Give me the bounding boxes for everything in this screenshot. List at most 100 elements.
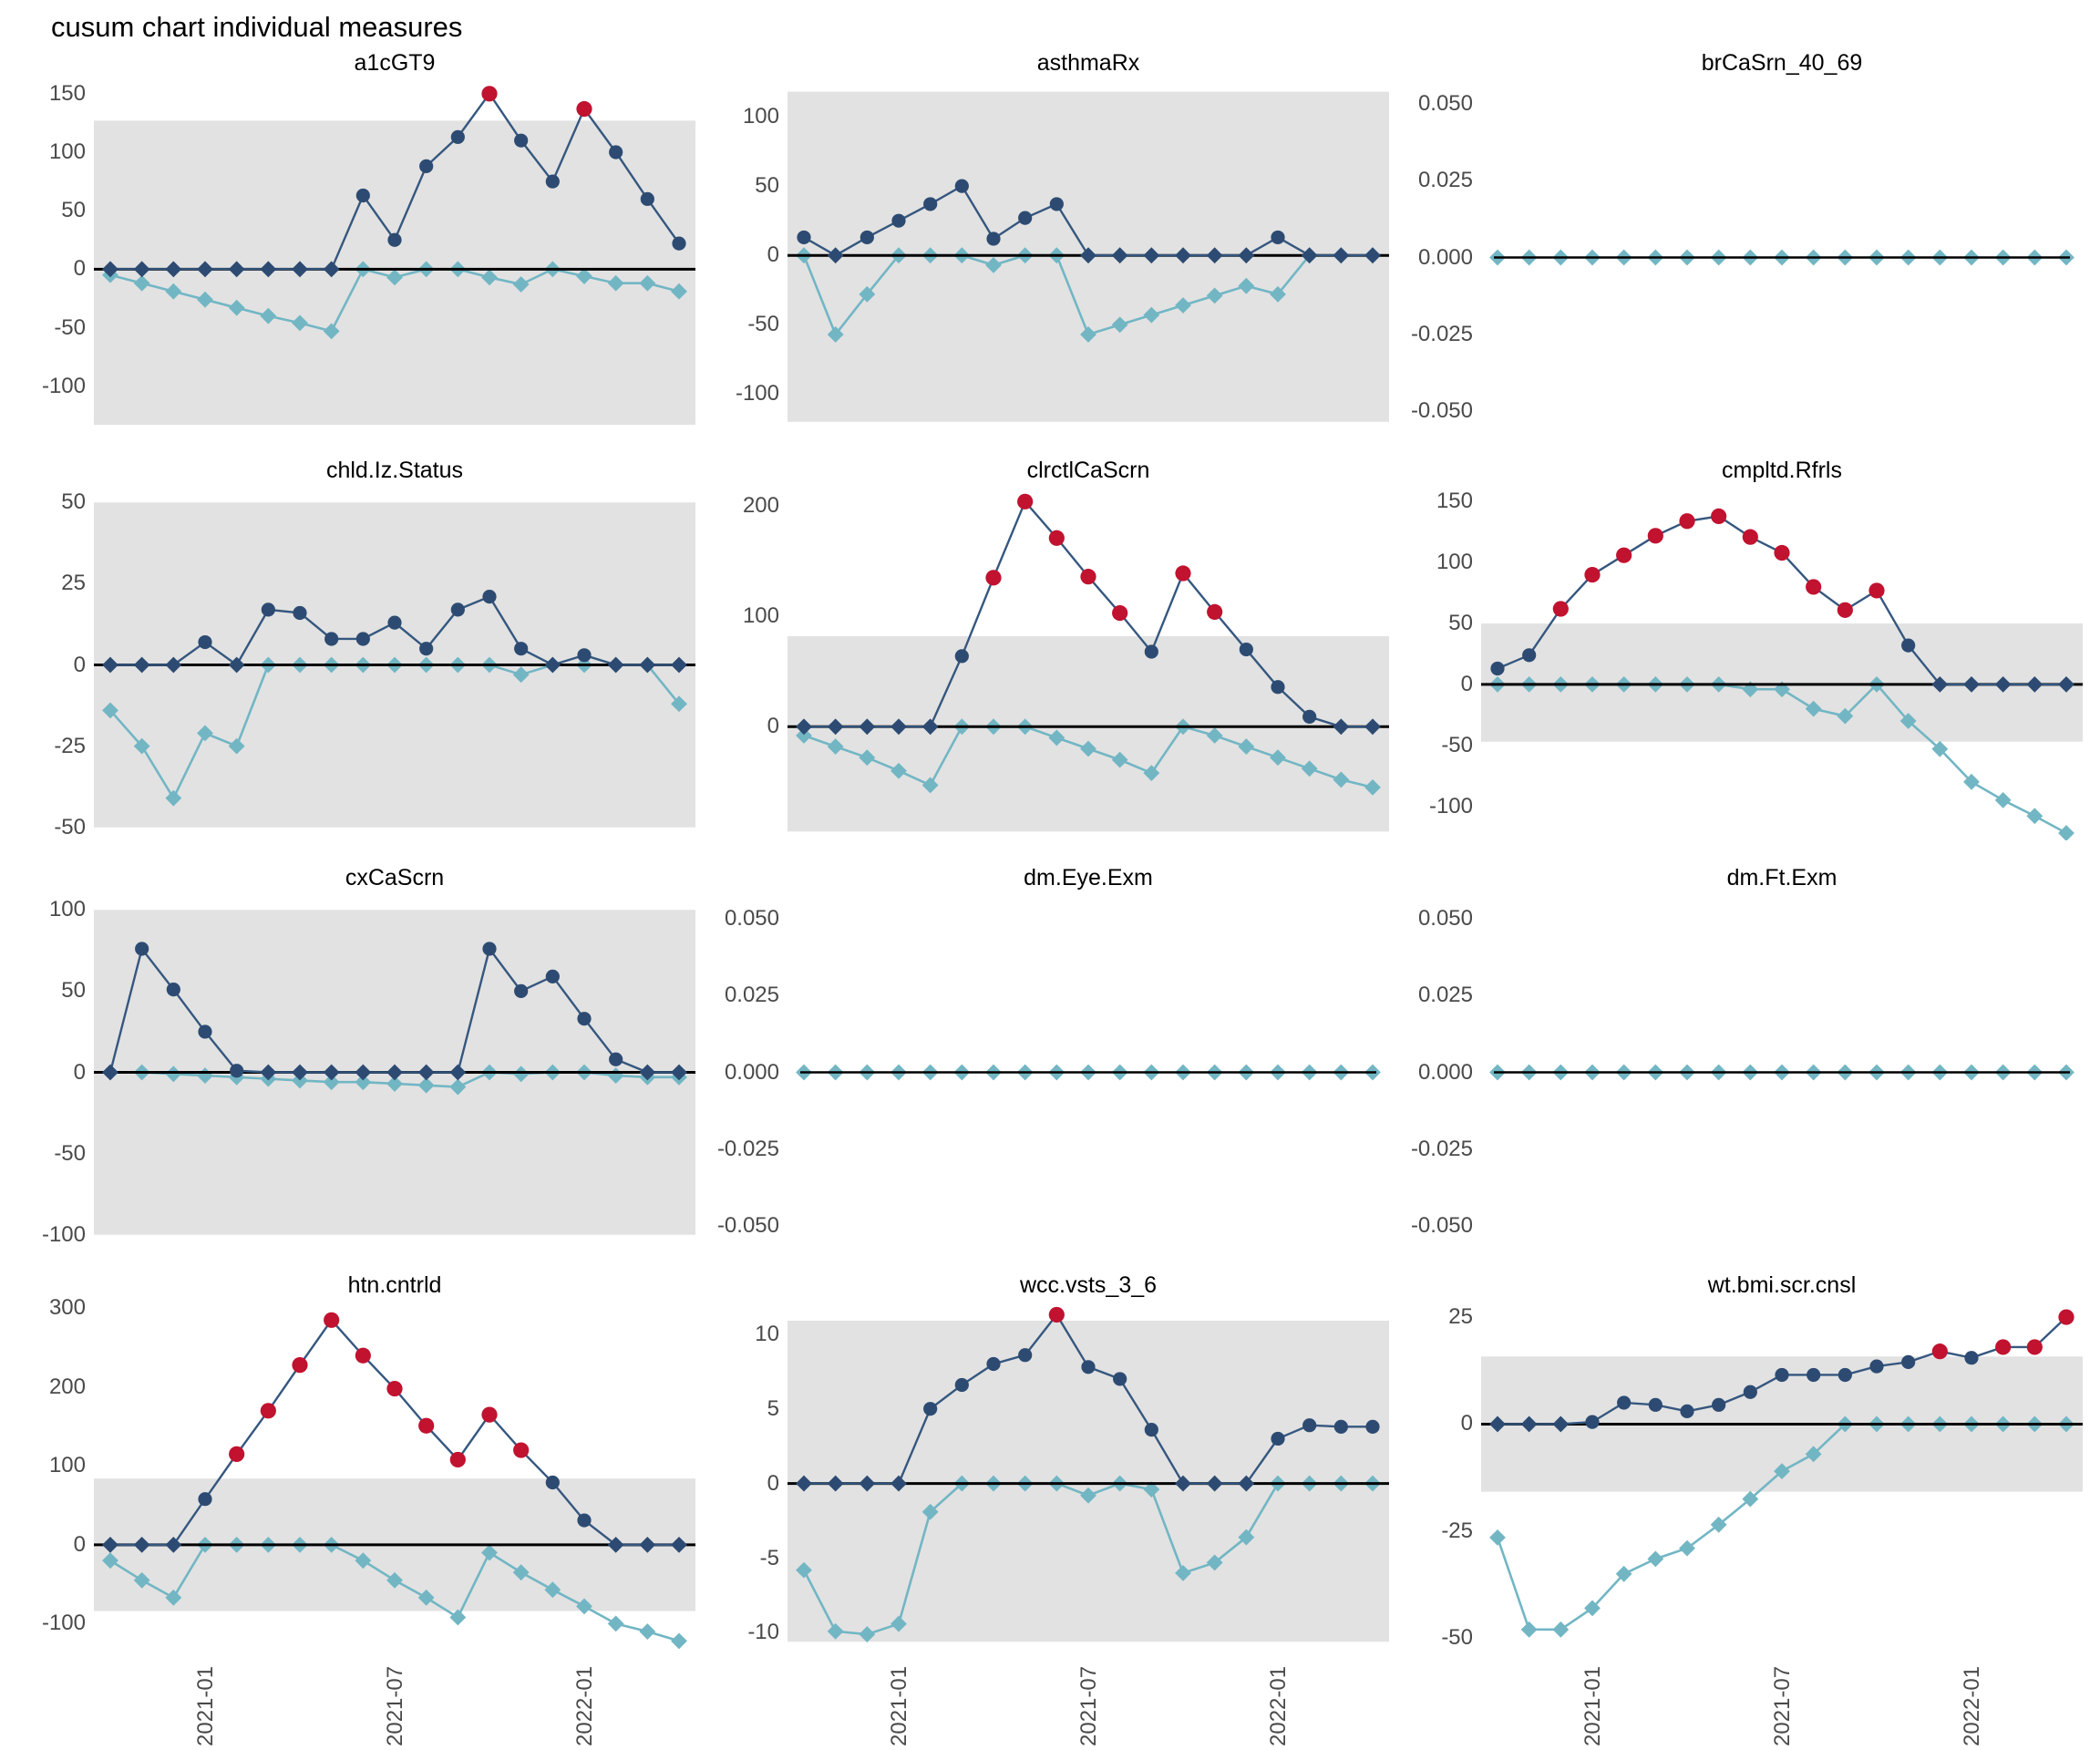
cusum-upper-point	[165, 1536, 182, 1553]
facet-panel	[94, 489, 695, 840]
cusum-upper-point	[672, 236, 686, 251]
cusum-lower-point	[796, 727, 812, 744]
cusum-upper-point	[197, 261, 213, 278]
cusum-upper-point	[986, 232, 1001, 246]
cusum-upper-point	[261, 602, 275, 617]
cusum-lower-point	[197, 725, 213, 742]
cusum-upper-point	[1585, 1415, 1600, 1429]
facet-panel	[1481, 1304, 2083, 1655]
cusum-upper-point	[1333, 247, 1350, 264]
cusum-lower-point	[1270, 285, 1286, 303]
cusum-upper-point	[1018, 1348, 1033, 1363]
y-axis-tick-label: 0	[73, 1531, 86, 1557]
facet-title: wcc.vsts_3_6	[1019, 1272, 1158, 1298]
facet-title: wt.bmi.scr.cnsl	[1707, 1272, 1857, 1298]
y-axis-tick-label: 0	[73, 256, 86, 282]
cusum-upper-point	[1049, 197, 1064, 211]
facet-plot	[796, 1064, 1381, 1081]
cusum-lower-point	[386, 269, 403, 286]
y-axis-tick-label: 0	[1460, 1411, 1473, 1436]
cusum-upper-point	[860, 230, 874, 245]
facet-panel	[94, 1304, 695, 1655]
y-axis-tick-label: -25	[1441, 1518, 1473, 1543]
cusum-upper-point	[165, 261, 182, 278]
cusum-upper-point	[671, 1064, 687, 1081]
cusum-upper-point	[292, 261, 308, 278]
cusum-lower-point	[1679, 1539, 1695, 1557]
signal-point	[260, 1403, 276, 1419]
cusum-lower-point	[165, 283, 182, 300]
facet-htn-cntrld: htn.cntrld 300 200 100 0 -100 2021-01 2021-07 2…	[5, 1270, 695, 1746]
cusum-upper-point	[482, 942, 497, 956]
y-axis-tick-label: 200	[742, 493, 779, 519]
cusum-lower-point	[165, 1065, 182, 1083]
cusum-lower-point	[323, 323, 340, 340]
facet-wt-bmi-scr-cnsl: wt.bmi.scr.cnsl 25 0 -25 -50 2021-01 2021-07 2…	[1393, 1270, 2083, 1746]
facet-panel	[1481, 489, 2083, 840]
signal-point	[1017, 493, 1034, 510]
facet-panel	[1481, 82, 2083, 433]
y-axis-tick-label: 0	[767, 714, 779, 739]
page-title: cusum chart individual measures	[51, 11, 463, 43]
facet-title: a1cGT9	[354, 50, 436, 76]
cusum-lower-point	[1143, 765, 1160, 782]
facet-panel	[94, 82, 695, 433]
cusum-upper-point	[1175, 247, 1191, 264]
cusum-upper-point	[609, 145, 623, 160]
cusum-upper-point	[1364, 247, 1381, 264]
cusum-upper-point	[419, 159, 434, 173]
facet-panel	[788, 82, 1389, 433]
cusum-upper-point	[1617, 1395, 1632, 1410]
signal-point	[1175, 565, 1191, 582]
signal-point	[481, 86, 498, 102]
y-axis-tick-label: 0.000	[724, 1059, 779, 1085]
control-band	[788, 1321, 1389, 1642]
y-axis-tick-label: -100	[41, 373, 86, 398]
cusum-lower-point	[544, 1581, 561, 1599]
y-axis-tick-label: -50	[54, 814, 86, 839]
cusum-lower-point	[859, 1626, 876, 1642]
cusum-upper-point	[1301, 247, 1318, 264]
cusum-lower-point	[481, 269, 498, 286]
signal-point	[985, 570, 1002, 586]
cusum-upper-point	[133, 261, 150, 278]
cusum-upper-point	[671, 1536, 687, 1553]
cusum-upper-point	[293, 605, 307, 621]
cusum-upper-point	[1302, 1418, 1317, 1433]
cusum-upper-point	[514, 983, 529, 998]
cusum-lower-point	[1238, 1529, 1255, 1546]
y-axis-tick-label: -0.025	[1410, 321, 1473, 346]
y-axis-tick-label: 300	[48, 1295, 86, 1321]
cusum-upper-point	[609, 1052, 623, 1066]
x-axis-tick-label: 2021-01	[1580, 1665, 1605, 1746]
cusum-lower-point	[1647, 1550, 1664, 1568]
signal-point	[1868, 582, 1885, 599]
y-axis-tick-label: -0.025	[716, 1136, 779, 1161]
cusum-upper-point	[2026, 675, 2043, 693]
facet-title: cmpltd.Rfrls	[1722, 458, 1842, 483]
y-axis-tick-label: -100	[41, 1221, 86, 1247]
cusum-lower-point	[1301, 760, 1318, 777]
signal-point	[2058, 1309, 2074, 1325]
facet-a1cGT9: a1cGT9 150 100 50 0 -50 -100	[5, 47, 695, 455]
cusum-lower-point	[1774, 1463, 1790, 1480]
signal-point	[355, 1347, 371, 1364]
cusum-lower-point	[1175, 297, 1191, 314]
cusum-lower-point	[292, 314, 308, 332]
cusum-upper-point	[450, 129, 465, 144]
cusum-upper-point	[577, 648, 592, 663]
facet-wcc-vsts_3_6: wcc.vsts_3_6 10 5 0 -5 -10 2021-01 2021-07 2022…	[699, 1270, 1389, 1746]
facet-plot	[1489, 1064, 2074, 1081]
cusum-upper-point	[1490, 661, 1505, 676]
cusum-upper-point	[323, 261, 340, 278]
cusum-lower-point	[1552, 1621, 1570, 1638]
y-axis-tick-label: -0.025	[1410, 1136, 1473, 1161]
y-axis-tick-label: 150	[1436, 489, 1473, 514]
cusum-lower-point	[512, 276, 530, 293]
cusum-upper-point	[260, 261, 277, 278]
cusum-upper-point	[228, 656, 245, 674]
y-axis-tick-label: 0.025	[724, 983, 779, 1008]
cusum-upper-point	[1144, 644, 1158, 659]
y-axis-tick-label: 50	[1448, 611, 1473, 636]
y-axis-tick-label: -5	[759, 1545, 779, 1570]
